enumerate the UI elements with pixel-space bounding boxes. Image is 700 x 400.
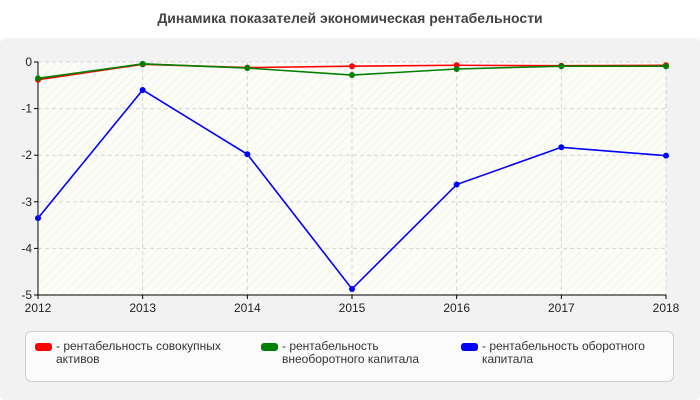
data-point-series-2: [35, 215, 41, 222]
data-point-series-2: [663, 152, 669, 159]
x-tick-label: 2017: [548, 301, 575, 315]
x-tick-label: 2013: [129, 301, 156, 315]
y-tick-label: -4: [21, 241, 32, 255]
legend-item-noncurrent-capital: - рентабельность внеоборотного капитала: [261, 340, 451, 366]
y-tick-label: -2: [21, 148, 32, 162]
legend-label: - рентабельность оборотного капитала: [482, 339, 645, 366]
data-point-series-1: [35, 75, 41, 82]
y-tick-label: 0: [25, 55, 32, 69]
data-point-series-1: [349, 72, 355, 79]
legend-swatch-green: [261, 343, 278, 351]
data-point-series-1: [139, 60, 146, 67]
y-tick-label: -5: [21, 288, 32, 302]
legend: - рентабельность совокупных активов - ре…: [25, 331, 674, 382]
data-point-series-2: [453, 181, 460, 188]
legend-label: - рентабельность совокупных активов: [56, 339, 221, 366]
y-tick-label: -3: [21, 195, 32, 209]
legend-item-total-assets: - рентабельность совокупных активов: [35, 340, 245, 366]
x-tick-label: 2014: [234, 301, 261, 315]
legend-swatch-red: [35, 343, 52, 351]
legend-item-working-capital: - рентабельность оборотного капитала: [461, 340, 666, 366]
data-point-series-2: [558, 144, 565, 151]
x-tick-label: 2015: [339, 301, 366, 315]
data-point-series-1: [558, 63, 565, 70]
y-tick-label: -1: [21, 102, 32, 116]
data-point-series-2: [349, 285, 355, 292]
data-point-series-1: [453, 65, 460, 72]
data-point-series-1: [244, 65, 251, 72]
x-tick-label: 2016: [443, 301, 470, 315]
x-tick-label: 2018: [653, 301, 680, 315]
data-point-series-2: [244, 151, 251, 158]
x-tick-label: 2012: [25, 301, 52, 315]
legend-swatch-blue: [461, 343, 478, 351]
data-point-series-1: [663, 63, 669, 70]
legend-label: - рентабельность внеоборотного капитала: [282, 339, 419, 366]
data-point-series-2: [139, 86, 146, 93]
series: [35, 60, 669, 292]
chart-title: Динамика показателей экономическая рента…: [157, 10, 543, 26]
data-point-series-0: [349, 63, 355, 70]
grid-lines: [38, 61, 667, 295]
